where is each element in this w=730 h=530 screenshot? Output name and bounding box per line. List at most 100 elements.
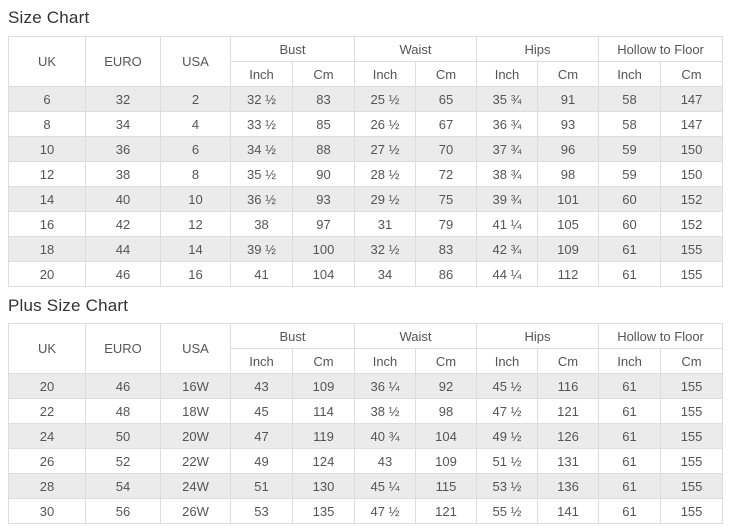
data-cell: 121 xyxy=(415,498,478,524)
data-cell: 39 ½ xyxy=(230,236,293,262)
data-cell: 93 xyxy=(291,186,356,212)
table-body: 20 46 16W 43 109 36 ¼ 92 45 ½ 116 61 155 22 48 18W 45 1… xyxy=(8,373,724,524)
data-cell: 14 xyxy=(8,186,86,212)
data-cell: 150 xyxy=(660,161,724,187)
data-cell: 72 xyxy=(415,161,478,187)
table-row: 18 44 14 39 ½ 100 32 ½ 83 42 ¾ 109 61 155 xyxy=(8,236,724,262)
plus-size-chart-section: Plus Size Chart UK EURO USA Bust Waist Hips Ho… xyxy=(8,296,724,524)
unit-header: Inch xyxy=(354,61,417,87)
data-cell: 141 xyxy=(537,498,600,524)
data-cell: 12 xyxy=(160,211,231,237)
data-cell: 86 xyxy=(415,261,478,287)
data-cell: 83 xyxy=(415,236,478,262)
table-row: 22 48 18W 45 114 38 ½ 98 47 ½ 121 61 155 xyxy=(8,398,724,424)
data-cell: 44 xyxy=(85,236,161,262)
data-cell: 65 xyxy=(415,86,478,112)
data-cell: 61 xyxy=(598,373,662,399)
data-cell: 24W xyxy=(160,473,231,499)
column-group-header: Hollow to Floor xyxy=(598,36,724,62)
data-cell: 52 xyxy=(85,448,161,474)
data-cell: 75 xyxy=(415,186,478,212)
data-cell: 61 xyxy=(598,398,662,424)
table-row: 20 46 16 41 104 34 86 44 ¼ 112 61 155 xyxy=(8,261,724,287)
unit-header: Cm xyxy=(415,61,478,87)
table-header: UK EURO USA Bust Waist Hips Hollow to Floor Inc… xyxy=(8,323,724,374)
data-cell: 150 xyxy=(660,136,724,162)
data-cell: 26 xyxy=(8,448,86,474)
data-cell: 8 xyxy=(160,161,231,187)
data-cell: 109 xyxy=(415,448,478,474)
data-cell: 101 xyxy=(537,186,600,212)
data-cell: 83 xyxy=(291,86,356,112)
data-cell: 16 xyxy=(8,211,86,237)
data-cell: 46 xyxy=(85,373,161,399)
data-cell: 40 xyxy=(85,186,161,212)
data-cell: 16 xyxy=(160,261,231,287)
column-header: UK xyxy=(8,323,86,374)
data-cell: 67 xyxy=(415,111,478,137)
data-cell: 43 xyxy=(354,448,417,474)
data-cell: 155 xyxy=(660,473,724,499)
data-cell: 45 xyxy=(230,398,293,424)
data-cell: 90 xyxy=(291,161,356,187)
data-cell: 38 xyxy=(230,211,293,237)
data-cell: 37 ¾ xyxy=(476,136,539,162)
data-cell: 91 xyxy=(537,86,600,112)
data-cell: 38 xyxy=(85,161,161,187)
data-cell: 58 xyxy=(598,86,662,112)
unit-header: Cm xyxy=(660,61,724,87)
data-cell: 155 xyxy=(660,373,724,399)
data-cell: 27 ½ xyxy=(354,136,417,162)
data-cell: 12 xyxy=(8,161,86,187)
size-chart-section: Size Chart UK EURO USA Bust Waist Hips Hollow … xyxy=(8,8,724,287)
table-row: 26 52 22W 49 124 43 109 51 ½ 131 61 155 xyxy=(8,448,724,474)
column-header: EURO xyxy=(85,36,161,87)
data-cell: 155 xyxy=(660,423,724,449)
column-group-header: Hollow to Floor xyxy=(598,323,724,349)
table-row: 14 40 10 36 ½ 93 29 ½ 75 39 ¾ 101 60 152 xyxy=(8,186,724,212)
data-cell: 155 xyxy=(660,236,724,262)
unit-header: Cm xyxy=(291,61,356,87)
size-chart-title: Size Chart xyxy=(8,8,90,27)
data-cell: 32 ½ xyxy=(230,86,293,112)
data-cell: 155 xyxy=(660,398,724,424)
data-cell: 42 xyxy=(85,211,161,237)
data-cell: 70 xyxy=(415,136,478,162)
data-cell: 28 xyxy=(8,473,86,499)
unit-header: Inch xyxy=(598,348,662,374)
data-cell: 114 xyxy=(291,398,356,424)
plus-size-chart-table: UK EURO USA Bust Waist Hips Hollow to Floor Inc… xyxy=(8,323,724,524)
data-cell: 34 xyxy=(354,261,417,287)
data-cell: 104 xyxy=(415,423,478,449)
data-cell: 147 xyxy=(660,111,724,137)
data-cell: 38 ¾ xyxy=(476,161,539,187)
data-cell: 20 xyxy=(8,261,86,287)
data-cell: 28 ½ xyxy=(354,161,417,187)
data-cell: 124 xyxy=(291,448,356,474)
table-body: 6 32 2 32 ½ 83 25 ½ 65 35 ¾ 91 58 147 8 34 4 33 ½ 85 26 … xyxy=(8,86,724,287)
data-cell: 54 xyxy=(85,473,161,499)
data-cell: 50 xyxy=(85,423,161,449)
data-cell: 18 xyxy=(8,236,86,262)
data-cell: 49 xyxy=(230,448,293,474)
data-cell: 55 ½ xyxy=(476,498,539,524)
data-cell: 59 xyxy=(598,136,662,162)
data-cell: 29 ½ xyxy=(354,186,417,212)
data-cell: 36 ¾ xyxy=(476,111,539,137)
data-cell: 44 ¼ xyxy=(476,261,539,287)
data-cell: 2 xyxy=(160,86,231,112)
data-cell: 31 xyxy=(354,211,417,237)
data-cell: 61 xyxy=(598,423,662,449)
data-cell: 38 ½ xyxy=(354,398,417,424)
data-cell: 126 xyxy=(537,423,600,449)
data-cell: 32 ½ xyxy=(354,236,417,262)
data-cell: 115 xyxy=(415,473,478,499)
data-cell: 155 xyxy=(660,261,724,287)
data-cell: 53 ½ xyxy=(476,473,539,499)
data-cell: 45 ¼ xyxy=(354,473,417,499)
table-row: 24 50 20W 47 119 40 ¾ 104 49 ½ 126 61 155 xyxy=(8,423,724,449)
data-cell: 26W xyxy=(160,498,231,524)
data-cell: 56 xyxy=(85,498,161,524)
plus-size-chart-title: Plus Size Chart xyxy=(8,296,129,315)
data-cell: 112 xyxy=(537,261,600,287)
